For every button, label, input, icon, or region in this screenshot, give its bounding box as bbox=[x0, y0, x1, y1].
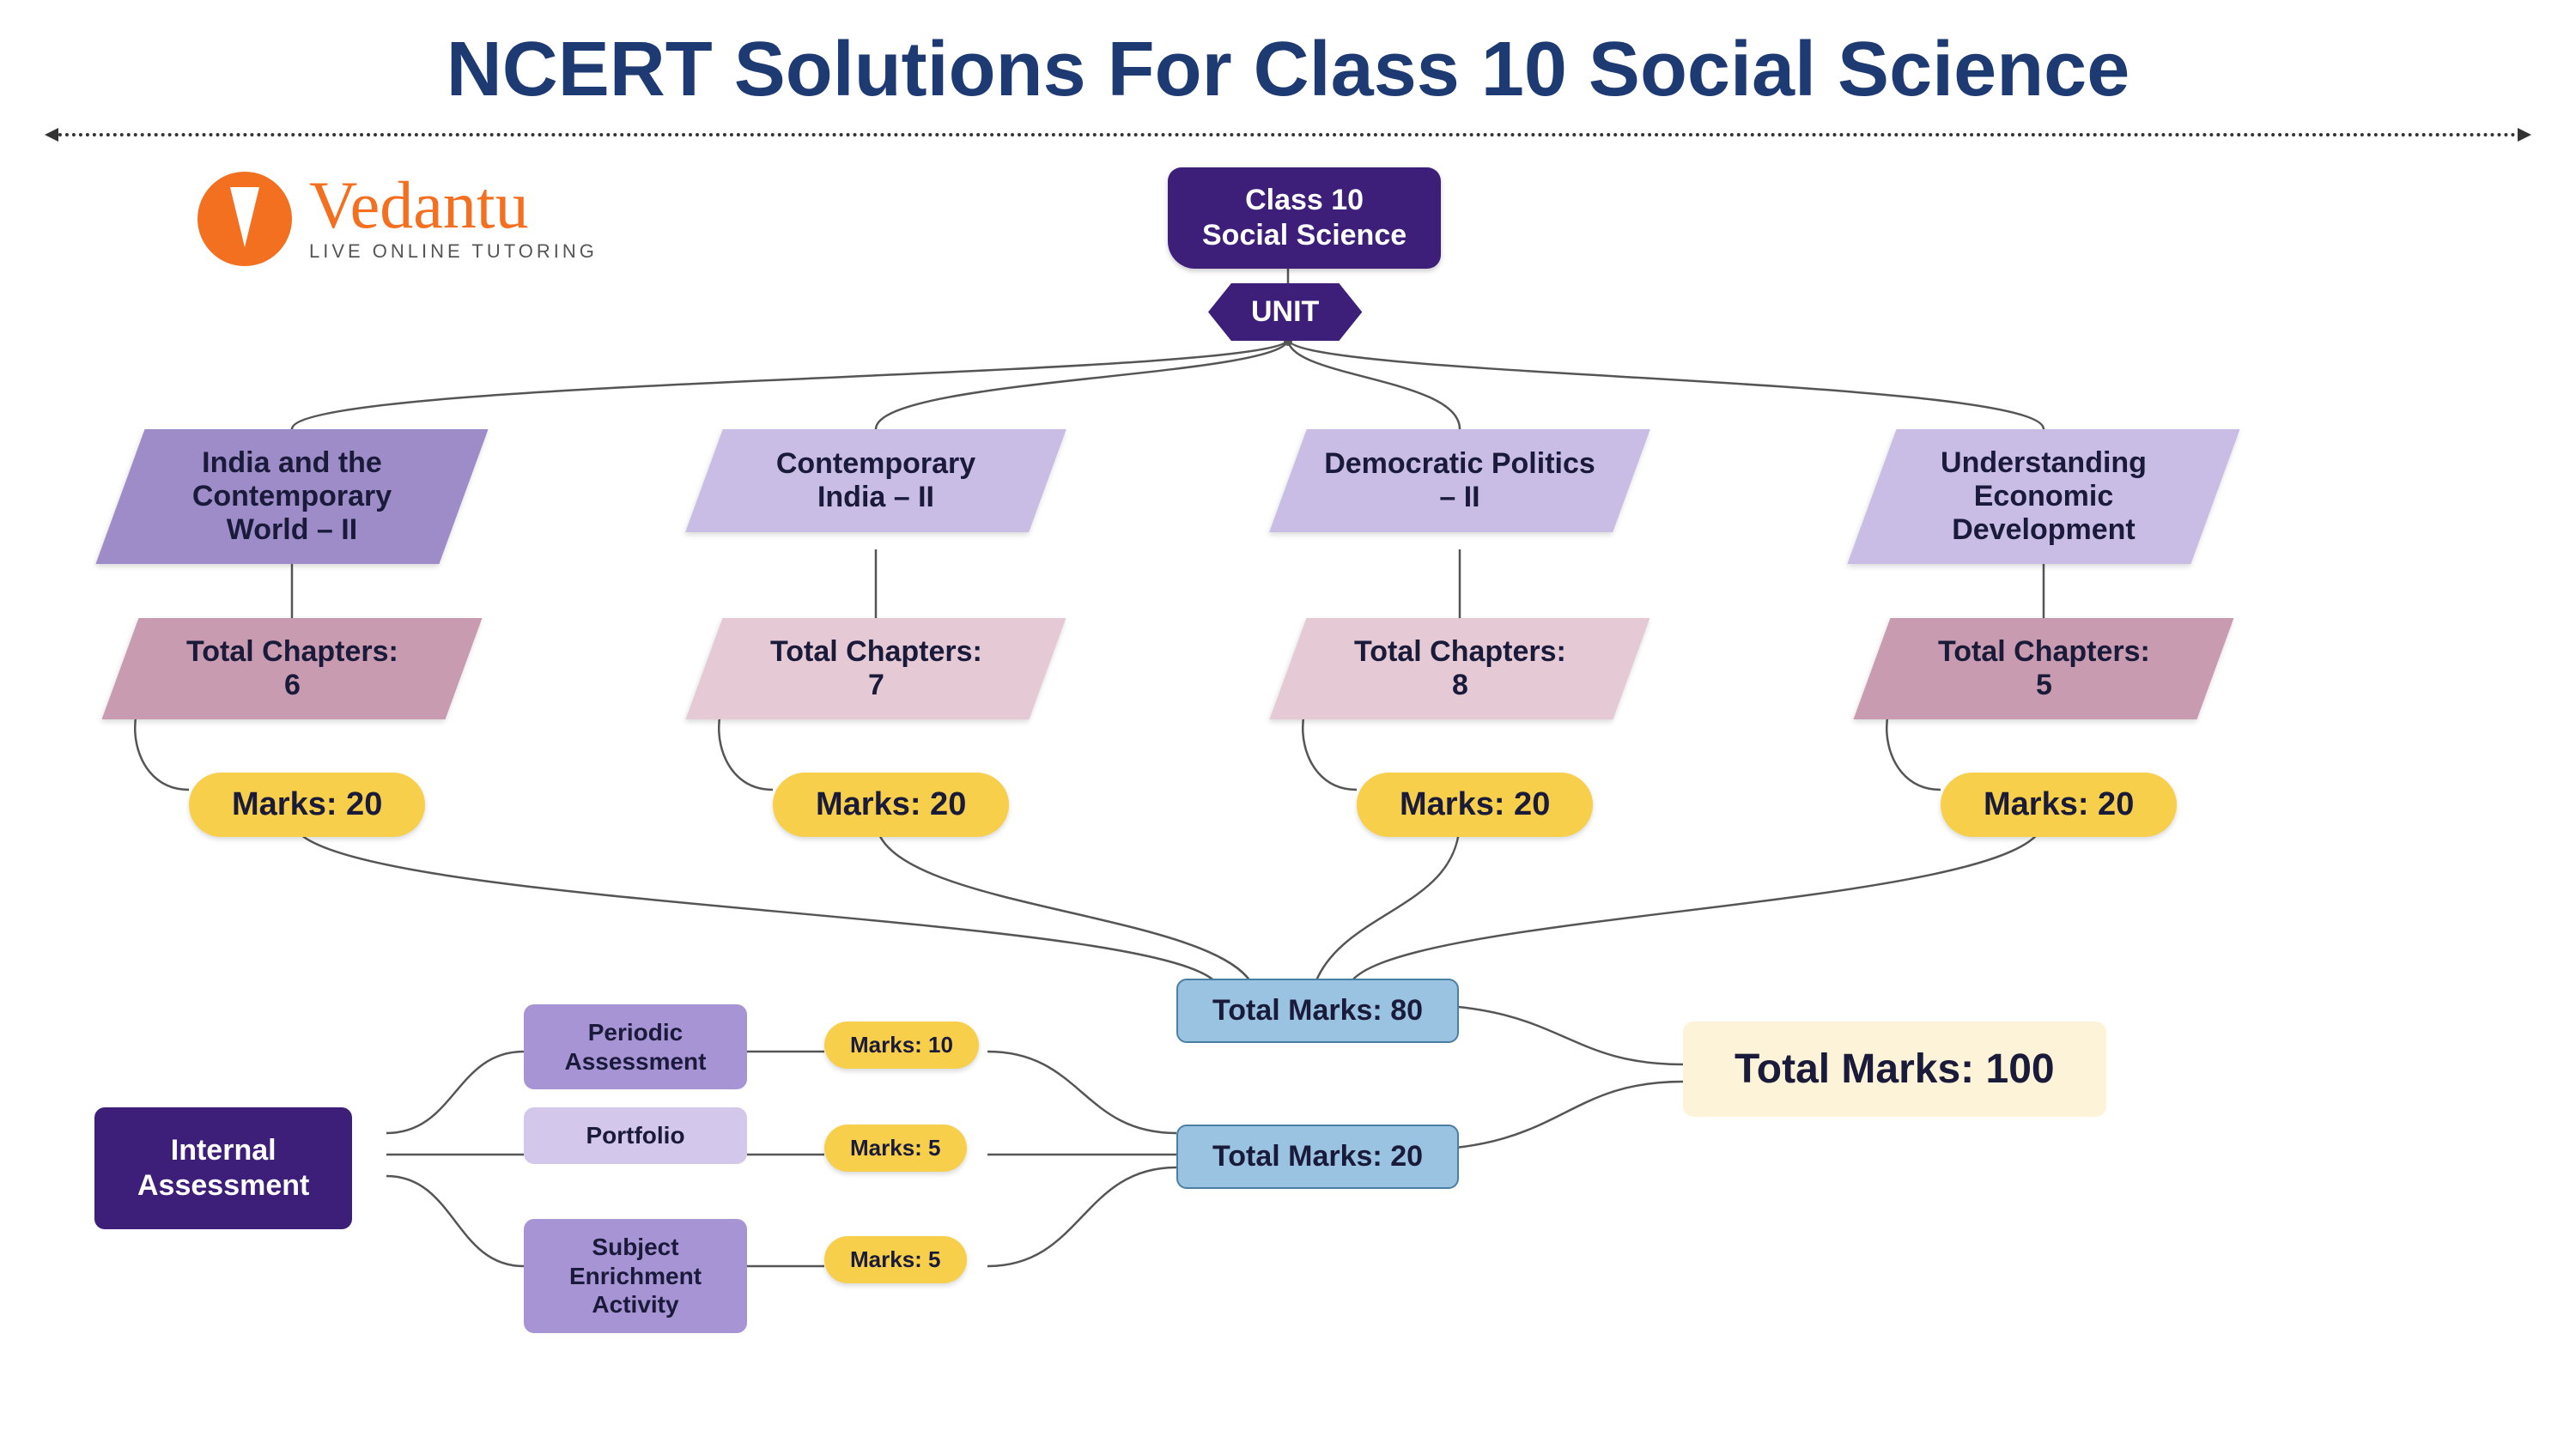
unit-marks-3: Marks: 20 bbox=[1941, 773, 2177, 837]
logo-tagline: LIVE ONLINE TUTORING bbox=[309, 240, 598, 263]
page-title: NCERT Solutions For Class 10 Social Scie… bbox=[0, 26, 2576, 114]
root-box: Class 10Social Science bbox=[1168, 167, 1441, 269]
logo: Vedantu LIVE ONLINE TUTORING bbox=[197, 172, 598, 266]
assess-item-2: Subject Enrichment Activity bbox=[524, 1219, 747, 1333]
unit-name-0: India and the Contemporary World – II bbox=[95, 429, 488, 564]
assess-marks-1: Marks: 5 bbox=[824, 1125, 967, 1172]
unit-marks-0: Marks: 20 bbox=[189, 773, 425, 837]
unit-chapters-0: Total Chapters:6 bbox=[102, 618, 483, 719]
unit-marks-1: Marks: 20 bbox=[773, 773, 1009, 837]
unit-name-3: Understanding Economic Development bbox=[1847, 429, 2239, 564]
unit-chapters-2: Total Chapters:8 bbox=[1270, 618, 1650, 719]
unit-name-2: Democratic Politics – II bbox=[1269, 429, 1650, 532]
logo-icon bbox=[197, 172, 292, 266]
assess-item-0: Periodic Assessment bbox=[524, 1004, 747, 1089]
title-underline bbox=[52, 133, 2524, 136]
assess-marks-2: Marks: 5 bbox=[824, 1236, 967, 1283]
unit-name-1: Contemporary India – II bbox=[685, 429, 1066, 532]
total-grand: Total Marks: 100 bbox=[1683, 1022, 2106, 1117]
assess-item-1: Portfolio bbox=[524, 1107, 747, 1164]
unit-hex: UNIT bbox=[1208, 283, 1362, 341]
total-internal: Total Marks: 20 bbox=[1176, 1125, 1459, 1189]
unit-chapters-1: Total Chapters:7 bbox=[686, 618, 1066, 719]
internal-assessment-box: InternalAssessment bbox=[94, 1107, 352, 1229]
total-exam: Total Marks: 80 bbox=[1176, 979, 1459, 1043]
unit-chapters-3: Total Chapters:5 bbox=[1854, 618, 2234, 719]
assess-marks-0: Marks: 10 bbox=[824, 1022, 979, 1069]
logo-name: Vedantu bbox=[309, 175, 598, 235]
unit-marks-2: Marks: 20 bbox=[1357, 773, 1593, 837]
